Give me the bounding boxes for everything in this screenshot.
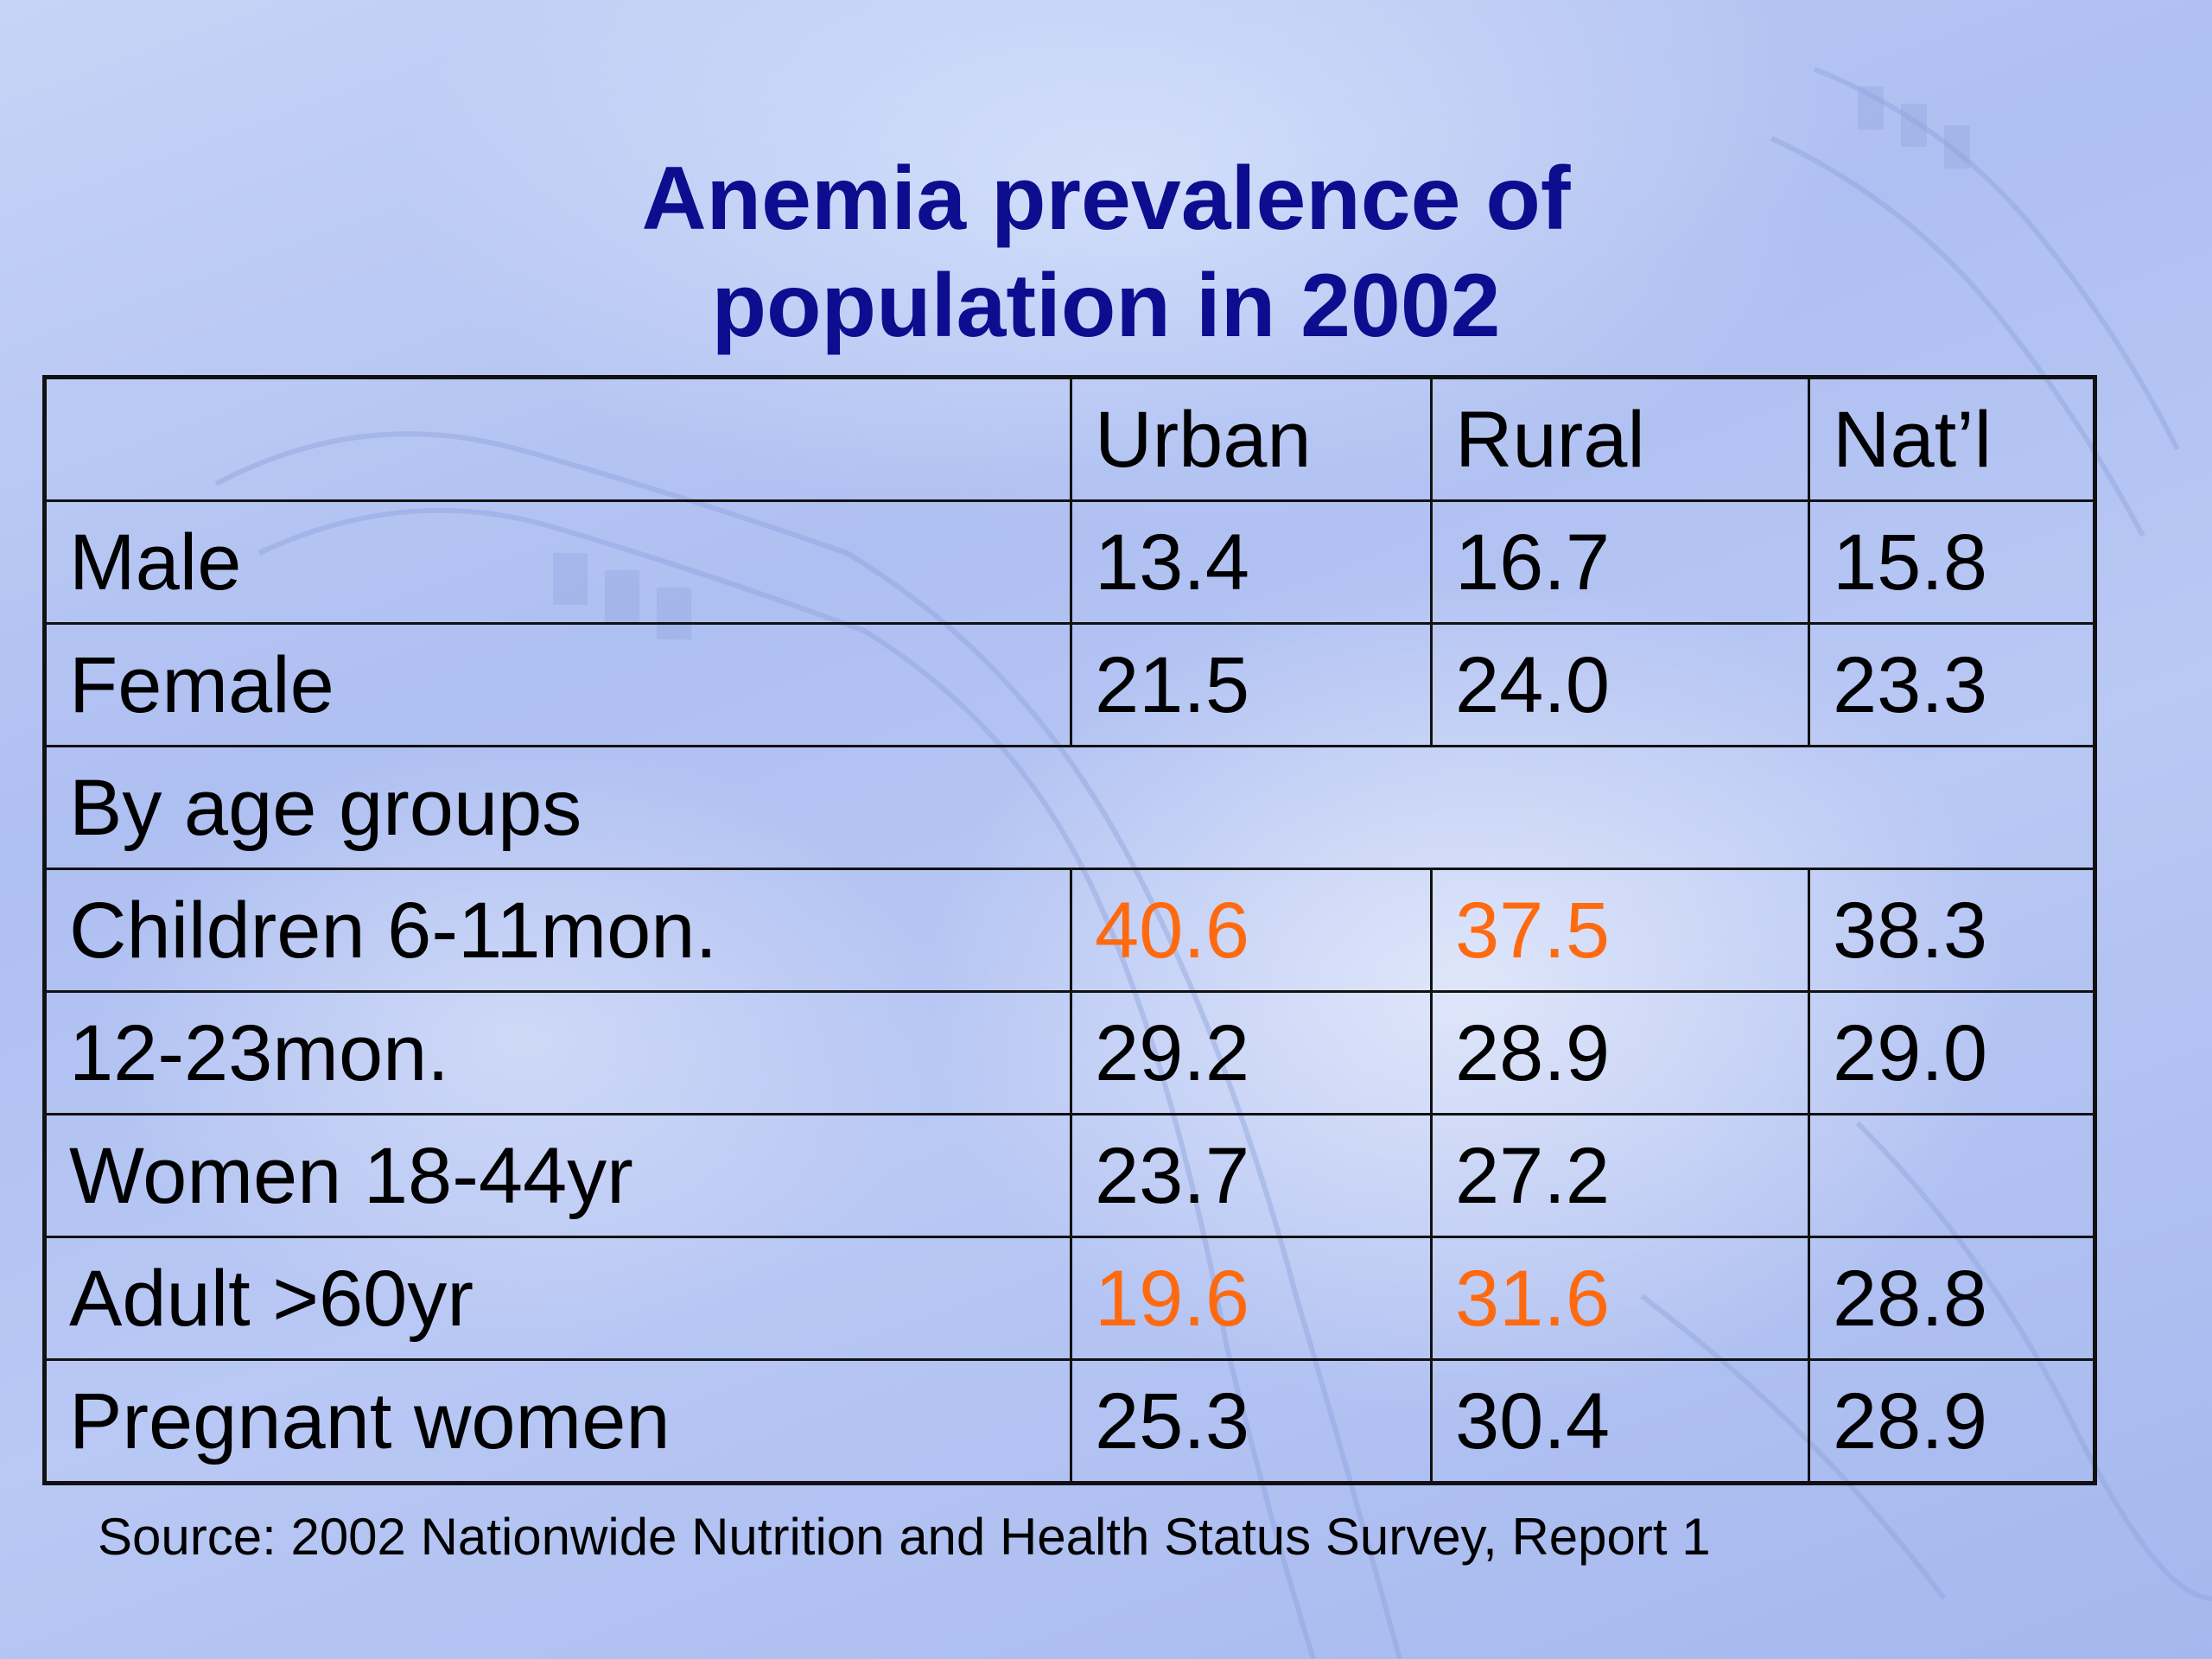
table-section-row: By age groups xyxy=(43,745,2096,870)
cell-national: 15.8 xyxy=(1808,499,2096,625)
cell-rural-highlighted: 31.6 xyxy=(1430,1236,1810,1361)
table-row: Adult >60yr 19.6 31.6 28.8 xyxy=(43,1236,2096,1361)
cell-urban-highlighted: 40.6 xyxy=(1070,868,1433,993)
source-citation: Source: 2002 Nationwide Nutrition and He… xyxy=(98,1508,1711,1566)
table-row: Children 6-11mon. 40.6 37.5 38.3 xyxy=(43,868,2096,993)
header-cell-rural: Rural xyxy=(1430,376,1810,502)
cell-national: 38.3 xyxy=(1808,868,2096,993)
table-row: Pregnant women 25.3 30.4 28.9 xyxy=(43,1358,2096,1484)
cell-urban: 13.4 xyxy=(1070,499,1433,625)
row-label: 12-23mon. xyxy=(43,990,1072,1116)
header-cell-empty xyxy=(43,376,1072,502)
header-cell-urban: Urban xyxy=(1070,376,1433,502)
slide-title: Anemia prevalence of population in 2002 xyxy=(0,145,2212,359)
cell-rural: 24.0 xyxy=(1430,622,1810,747)
cell-national: 29.0 xyxy=(1808,990,2096,1116)
header-cell-national: Nat’l xyxy=(1808,376,2096,502)
table-row: Women 18-44yr 23.7 27.2 xyxy=(43,1113,2096,1238)
cell-urban: 23.7 xyxy=(1070,1113,1433,1238)
cell-urban: 25.3 xyxy=(1070,1358,1433,1484)
cell-national: 23.3 xyxy=(1808,622,2096,747)
cell-urban-highlighted: 19.6 xyxy=(1070,1236,1433,1361)
cell-national: 28.9 xyxy=(1808,1358,2096,1484)
row-label: Adult >60yr xyxy=(43,1236,1072,1361)
title-line-1: Anemia prevalence of xyxy=(641,149,1571,249)
cell-rural: 16.7 xyxy=(1430,499,1810,625)
row-label: Female xyxy=(43,622,1072,747)
row-label: Male xyxy=(43,499,1072,625)
cell-urban: 21.5 xyxy=(1070,622,1433,747)
cell-rural: 28.9 xyxy=(1430,990,1810,1116)
table-row: 12-23mon. 29.2 28.9 29.0 xyxy=(43,990,2096,1116)
table-row: Female 21.5 24.0 23.3 xyxy=(43,622,2096,747)
cell-rural: 27.2 xyxy=(1430,1113,1810,1238)
cell-national xyxy=(1808,1113,2096,1238)
title-line-2: population in 2002 xyxy=(711,256,1501,356)
cell-urban: 29.2 xyxy=(1070,990,1433,1116)
cell-rural-highlighted: 37.5 xyxy=(1430,868,1810,993)
row-label: Women 18-44yr xyxy=(43,1113,1072,1238)
section-label: By age groups xyxy=(43,745,2096,870)
table-header-row: Urban Rural Nat’l xyxy=(43,376,2096,502)
table-row: Male 13.4 16.7 15.8 xyxy=(43,499,2096,625)
row-label: Pregnant women xyxy=(43,1358,1072,1484)
cell-national: 28.8 xyxy=(1808,1236,2096,1361)
anemia-prevalence-table: Urban Rural Nat’l Male 13.4 16.7 15.8 Fe… xyxy=(42,375,2097,1485)
row-label: Children 6-11mon. xyxy=(43,868,1072,993)
cell-rural: 30.4 xyxy=(1430,1358,1810,1484)
